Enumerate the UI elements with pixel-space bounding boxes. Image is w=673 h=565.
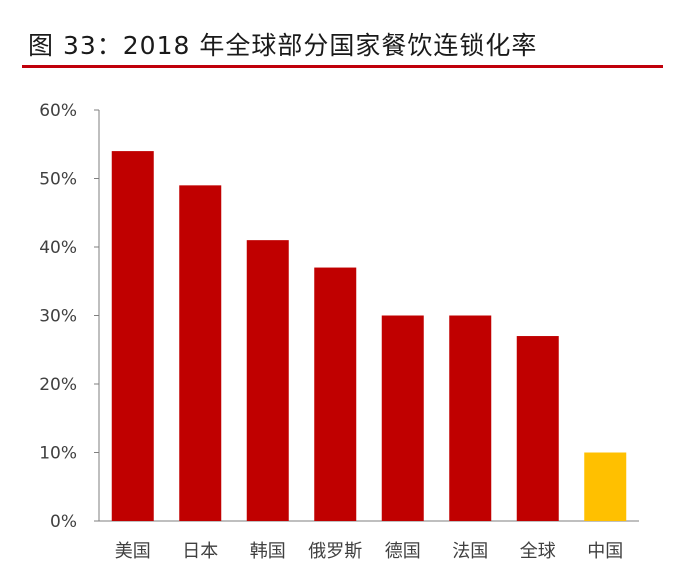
x-category-label: 韩国 [250, 541, 286, 562]
y-tick-label: 20% [39, 375, 77, 395]
y-tick-label: 10% [39, 444, 77, 464]
bar-series [111, 151, 627, 521]
bar-6 [449, 315, 492, 521]
x-category-label: 俄罗斯 [308, 541, 362, 562]
bar-2 [179, 185, 222, 521]
bar-5 [381, 315, 424, 521]
bar-7 [516, 336, 559, 521]
y-tick-label: 50% [39, 170, 77, 190]
x-category-label: 日本 [182, 541, 218, 562]
y-tick-label: 0% [50, 512, 77, 532]
x-category-label: 中国 [587, 541, 623, 562]
x-category-label: 全球 [520, 541, 556, 562]
x-category-label: 法国 [452, 541, 488, 562]
category-labels: 美国 日本 韩国 俄罗斯 德国 法国 全球 中国 [115, 541, 624, 562]
y-axis: 0% 10% 20% 30% 40% 50% 60% [39, 101, 100, 532]
y-tick-label: 40% [39, 238, 77, 258]
figure-title: 图 33：2018 年全球部分国家餐饮连锁化率 [28, 31, 538, 60]
bar-1 [111, 151, 154, 521]
x-category-label: 美国 [115, 541, 151, 562]
x-category-label: 德国 [385, 541, 421, 562]
y-tick-label: 60% [39, 101, 77, 121]
bar-8 [584, 452, 627, 521]
bar-3 [246, 240, 289, 521]
y-tick-label: 30% [39, 307, 77, 327]
title-divider [22, 65, 663, 68]
bar-4 [314, 267, 357, 521]
